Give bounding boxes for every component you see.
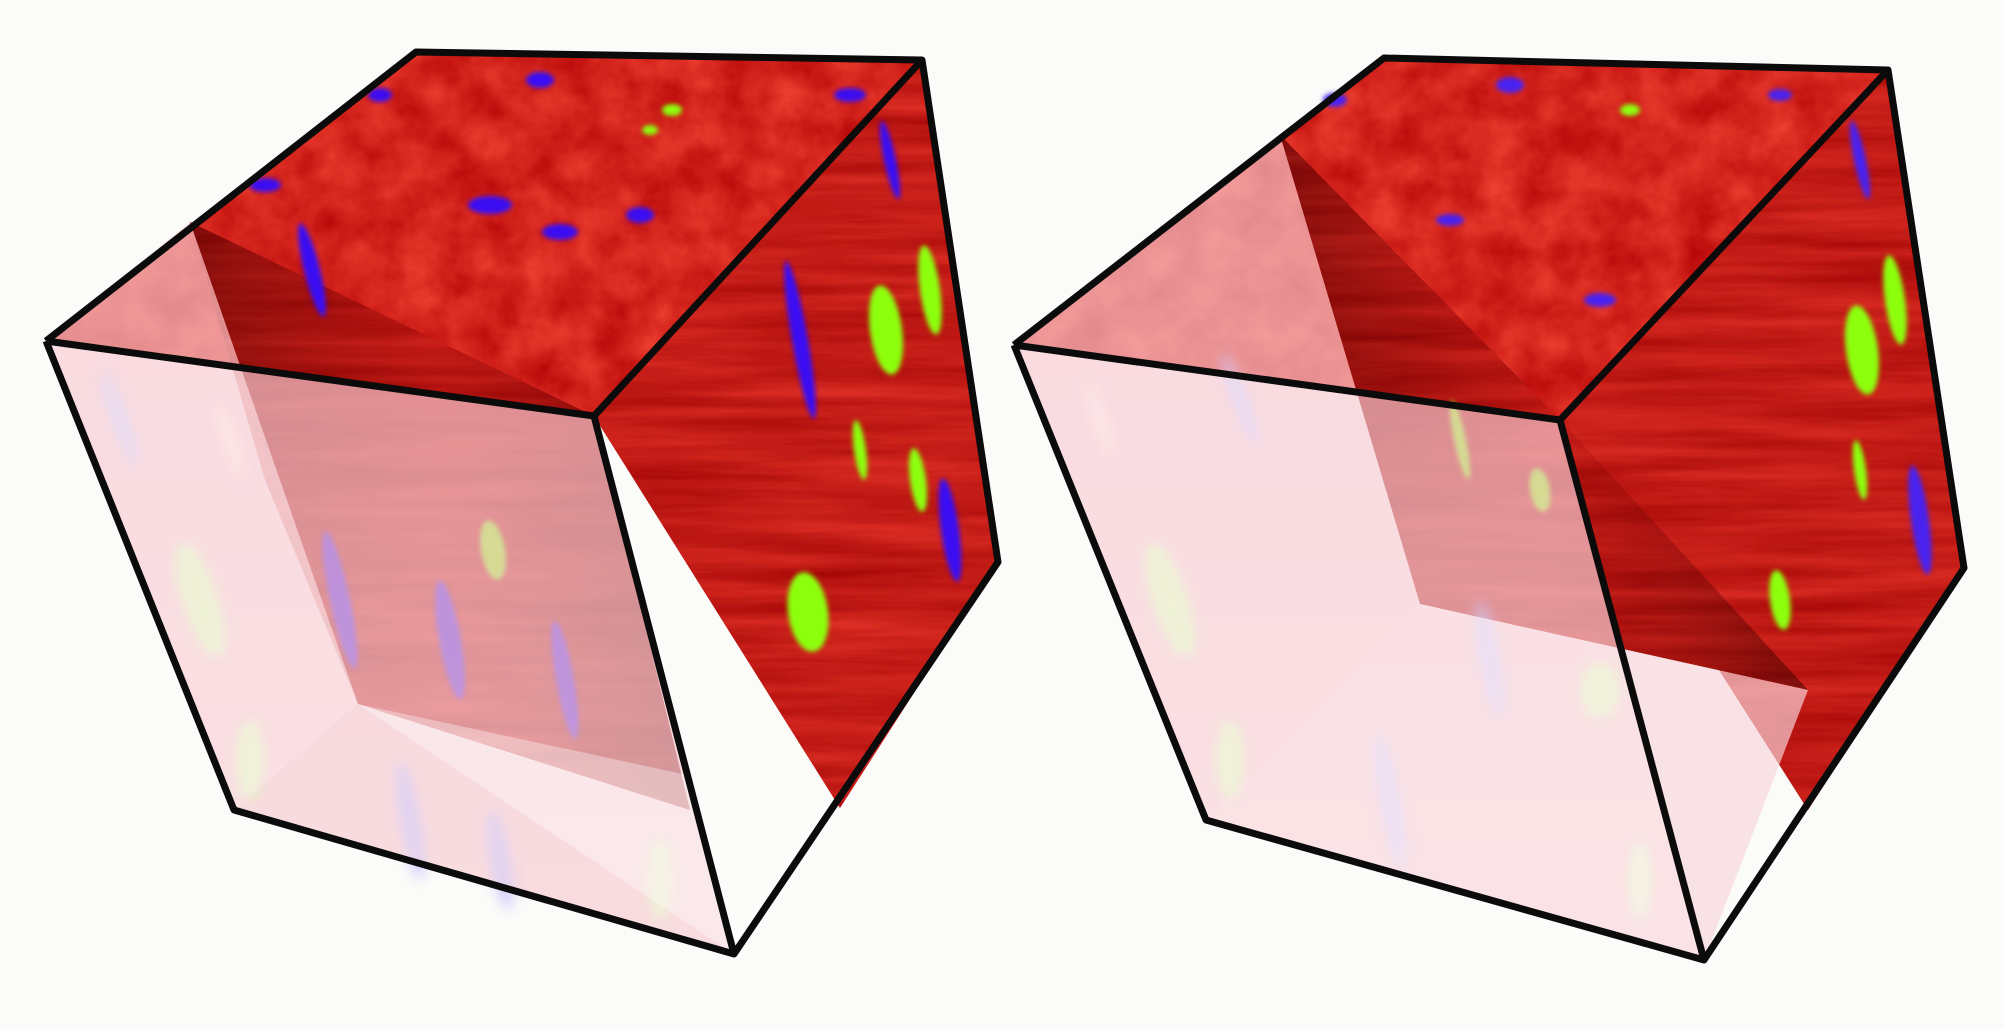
right-cube (1010, 54, 1968, 964)
left-cube (42, 48, 1002, 958)
right-cube-outline (1010, 54, 1968, 964)
left-cube-outline (42, 48, 1002, 958)
right-cube-nuclei (1323, 77, 1932, 575)
